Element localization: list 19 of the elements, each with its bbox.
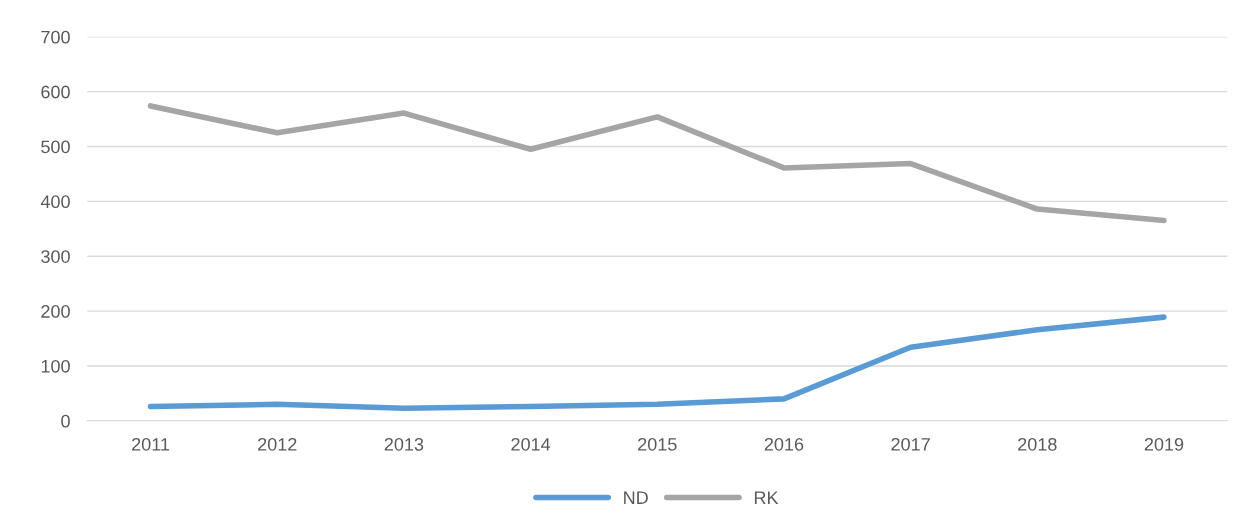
y-tick-label: 200 (41, 305, 70, 318)
legend-label: RK (754, 491, 779, 504)
y-tick-label: 100 (41, 359, 70, 373)
y-tick-label: 400 (40, 195, 70, 209)
x-tick-label: 2015 (638, 437, 677, 451)
x-tick-label: 2018 (1018, 437, 1057, 451)
y-tick-label: 700 (41, 30, 70, 44)
y-tick-label: 600 (41, 85, 70, 99)
y-tick-label: 500 (41, 140, 70, 154)
x-tick-label: 2016 (764, 437, 804, 451)
x-tick-label: 2011 (132, 437, 170, 451)
x-tick-label: 2012 (258, 437, 297, 451)
x-tick-label: 2013 (384, 437, 424, 451)
y-tick-label: 0 (61, 414, 70, 428)
y-tick-label: 300 (41, 250, 70, 263)
x-tick-label: 2014 (511, 437, 551, 451)
x-tick-label: 2017 (891, 437, 930, 451)
x-tick-label: 2019 (1144, 437, 1184, 451)
legend-label: ND (624, 491, 648, 504)
